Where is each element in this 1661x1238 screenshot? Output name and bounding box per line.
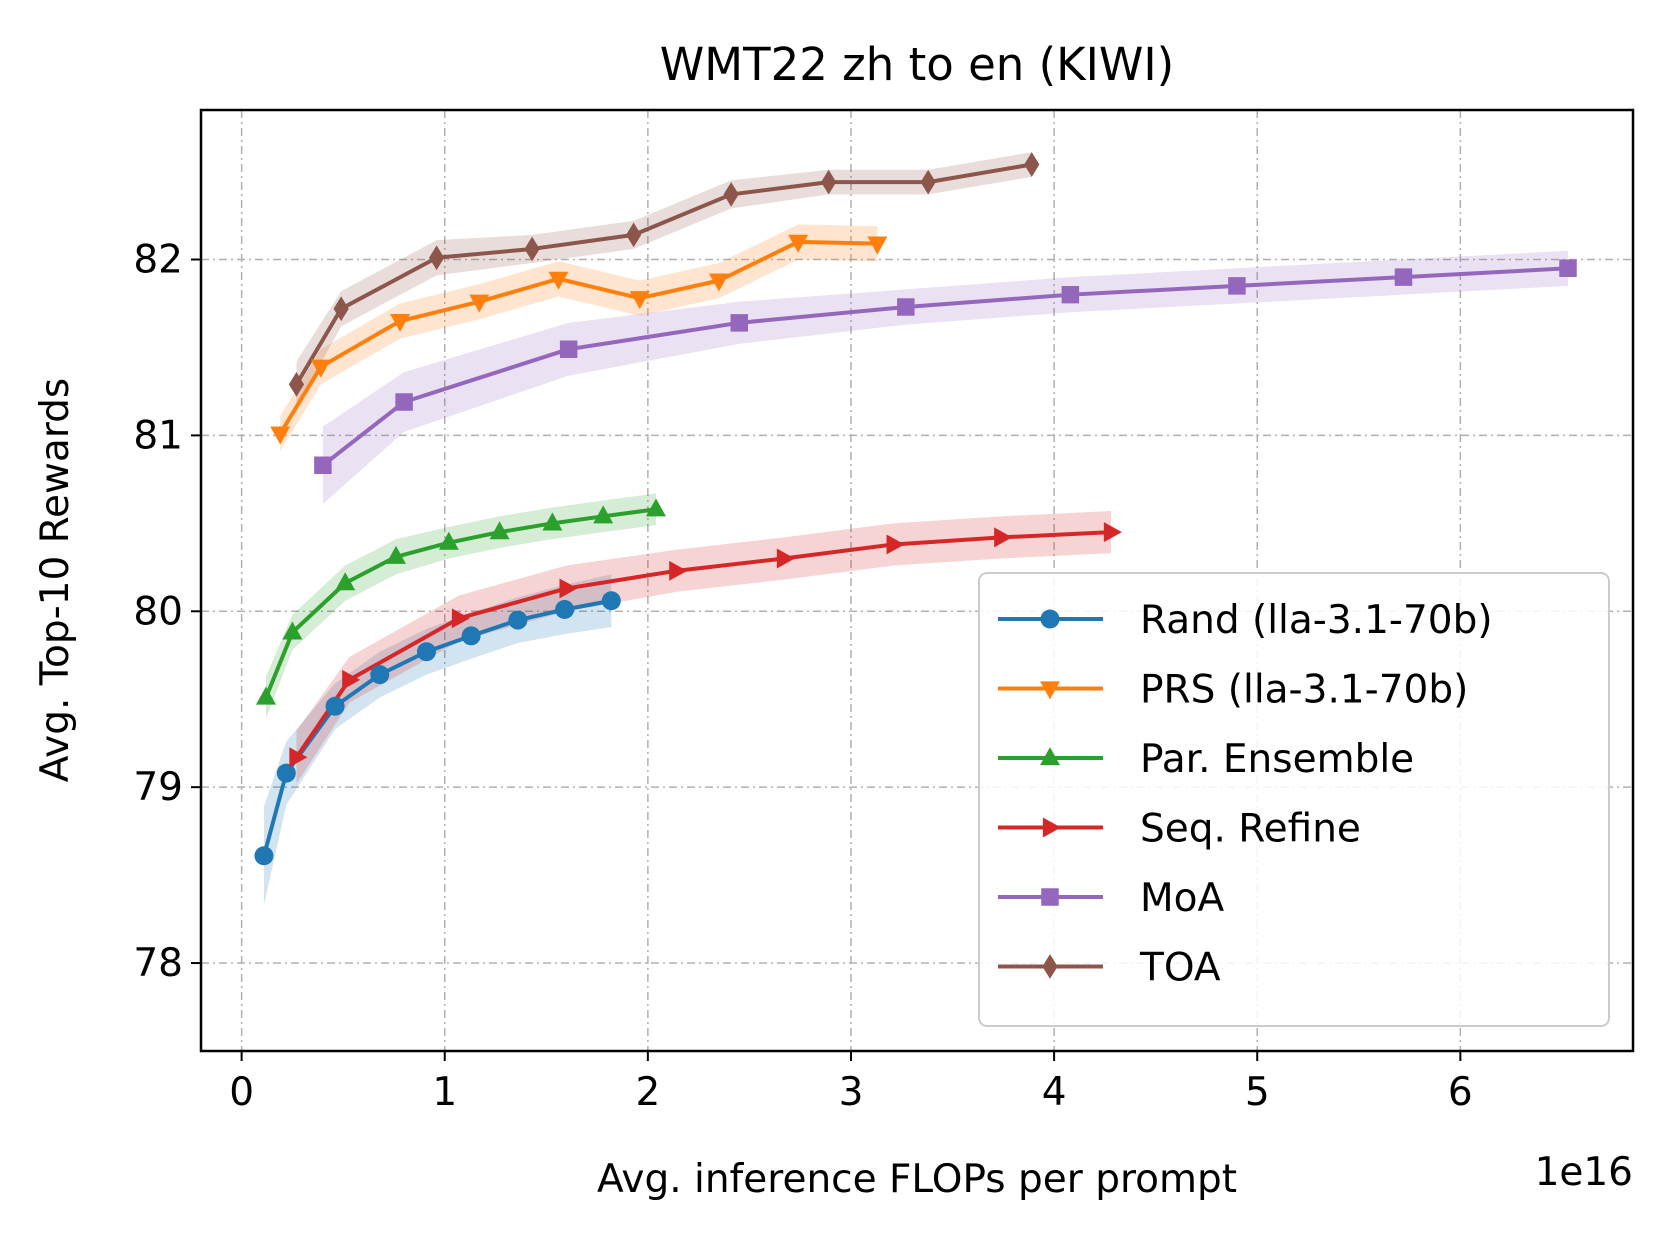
point-toa <box>626 222 642 248</box>
point-par-ensemble <box>386 545 406 564</box>
point-seq-refine <box>342 669 361 690</box>
legend-marker-prs-lla-3-1-70b <box>1040 681 1060 700</box>
legend-label-rand-lla-3-1-70b: Rand (lla-3.1-70b) <box>1140 598 1493 643</box>
band-prs-lla-3-1-70b <box>280 224 878 452</box>
x-axis-label: Avg. inference FLOPs per prompt <box>597 1157 1237 1202</box>
point-moa <box>730 314 749 332</box>
point-prs-lla-3-1-70b <box>867 236 888 255</box>
legend-label-par-ensemble: Par. Ensemble <box>1140 737 1414 782</box>
point-rand-lla-3-1-70b <box>254 846 274 866</box>
point-seq-refine <box>1103 522 1122 543</box>
point-prs-lla-3-1-70b <box>270 426 291 445</box>
point-seq-refine <box>289 747 308 768</box>
point-rand-lla-3-1-70b <box>601 591 621 611</box>
x-tick-label: 2 <box>635 1070 660 1115</box>
point-moa <box>897 298 915 316</box>
point-toa <box>821 169 837 195</box>
legend-marker-toa <box>1042 954 1058 979</box>
point-par-ensemble <box>646 498 666 517</box>
legend-label-seq-refine: Seq. Refine <box>1140 807 1361 852</box>
point-rand-lla-3-1-70b <box>555 600 575 620</box>
point-rand-lla-3-1-70b <box>276 763 296 783</box>
y-tick-label: 80 <box>133 589 183 634</box>
point-prs-lla-3-1-70b <box>469 294 490 313</box>
legend-marker-rand-lla-3-1-70b <box>1040 609 1060 629</box>
point-par-ensemble <box>438 531 459 550</box>
legend-label-prs-lla-3-1-70b: PRS (lla-3.1-70b) <box>1140 668 1468 713</box>
x-tick-label: 5 <box>1245 1070 1270 1115</box>
point-seq-refine <box>776 548 795 569</box>
point-moa <box>1061 285 1080 304</box>
series-markers <box>254 152 1577 866</box>
point-rand-lla-3-1-70b <box>370 665 390 685</box>
point-toa <box>1024 152 1040 177</box>
point-prs-lla-3-1-70b <box>788 234 809 253</box>
point-par-ensemble <box>542 512 563 531</box>
point-seq-refine <box>994 527 1013 548</box>
legend-label-toa: TOA <box>1139 946 1221 991</box>
point-moa <box>1228 277 1246 295</box>
legend-marker-seq-refine <box>1042 817 1061 838</box>
plot-frame <box>199 108 1635 1053</box>
legend-frame <box>978 572 1610 1027</box>
point-moa <box>1559 259 1577 278</box>
point-moa <box>1394 268 1413 286</box>
legend-marker-par-ensemble <box>1040 747 1060 766</box>
x-tick-label: 4 <box>1042 1070 1067 1115</box>
point-toa <box>920 169 936 195</box>
point-moa <box>395 393 413 411</box>
point-moa <box>314 456 332 475</box>
band-seq-refine <box>296 511 1111 784</box>
point-seq-refine <box>669 560 688 581</box>
y-tick-label: 81 <box>133 413 183 458</box>
point-prs-lla-3-1-70b <box>708 273 729 292</box>
y-tick-label: 79 <box>133 765 183 810</box>
y-tick-label: 78 <box>133 941 183 986</box>
point-toa <box>288 372 305 397</box>
point-seq-refine <box>559 578 578 599</box>
point-par-ensemble <box>489 521 510 540</box>
point-par-ensemble <box>282 621 303 640</box>
point-rand-lla-3-1-70b <box>508 610 528 630</box>
point-par-ensemble <box>593 505 614 524</box>
point-rand-lla-3-1-70b <box>325 696 345 716</box>
point-par-ensemble <box>256 686 276 705</box>
point-toa <box>429 245 445 271</box>
legend-marker-moa <box>1041 888 1059 906</box>
point-toa <box>723 182 739 207</box>
point-rand-lla-3-1-70b <box>416 642 436 662</box>
legend: Rand (lla-3.1-70b) PRS (lla-3.1-70b) Par. … <box>978 572 1610 1027</box>
point-toa <box>524 236 540 262</box>
x-axis-offset-label: 1e16 <box>1535 1150 1633 1195</box>
axis-ticks: 0 1 2 3 4 5 6 78 79 80 81 82 <box>133 238 1472 1115</box>
point-prs-lla-3-1-70b <box>629 291 650 310</box>
point-par-ensemble <box>335 572 356 591</box>
chart-title: WMT22 zh to en (KIWI) <box>660 38 1174 91</box>
y-axis-label: Avg. Top-10 Rewards <box>33 378 78 783</box>
legend-label-moa: MoA <box>1140 876 1225 921</box>
point-prs-lla-3-1-70b <box>390 313 411 332</box>
point-seq-refine <box>451 608 470 629</box>
y-tick-label: 82 <box>133 238 183 283</box>
x-tick-label: 3 <box>839 1070 864 1115</box>
point-seq-refine <box>886 534 905 555</box>
x-tick-label: 6 <box>1448 1070 1473 1115</box>
point-moa <box>559 340 578 358</box>
point-rand-lla-3-1-70b <box>461 626 481 646</box>
x-tick-label: 1 <box>432 1070 457 1115</box>
x-tick-label: 0 <box>229 1070 254 1115</box>
point-prs-lla-3-1-70b <box>548 271 569 290</box>
point-prs-lla-3-1-70b <box>310 359 331 378</box>
point-toa <box>333 296 349 322</box>
